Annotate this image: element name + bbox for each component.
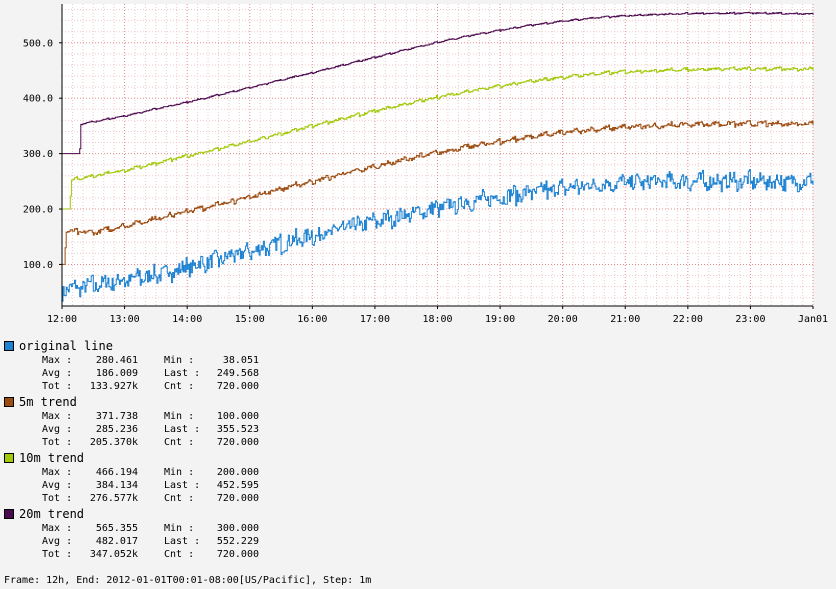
stat-tot: 205.370k [89,437,138,448]
stat-label-last: Last : [164,368,201,379]
stat-cnt: 720.000 [216,493,259,504]
y-tick-label: 200.0 [23,205,53,216]
x-tick-label: 20:00 [548,314,578,325]
stat-max: 280.461 [95,355,138,366]
stat-label-tot: Tot : [42,437,73,448]
y-tick-label: 300.0 [23,149,53,160]
x-tick-label: 13:00 [110,314,140,325]
stat-last: 452.595 [216,480,259,491]
stat-last: 552.229 [216,536,259,547]
stat-label-cnt: Cnt : [164,437,195,448]
stat-label-min: Min : [164,355,195,366]
x-axis-ticks: 12:00 13:00 14:00 15:00 16:00 17:00 18:00 19:00… [47,306,828,325]
legend-series-name: 5m trend [19,395,77,409]
stat-label-last: Last : [164,536,201,547]
legend-series-20m-trend: 20m trend Max : 565.355 Min : 300.000 Av… [0,506,836,562]
x-tick-label: 12:00 [47,314,77,325]
legend-series-original-line: original line Max : 280.461 Min : 38.051… [0,338,836,394]
legend-swatch-5m-trend [4,397,14,407]
stat-cnt: 720.000 [216,437,259,448]
series-line-10m-trend [62,66,814,210]
x-tick-label: 16:00 [297,314,327,325]
x-tick-label: 14:00 [172,314,202,325]
stat-label-max: Max : [42,467,73,478]
x-tick-label: 19:00 [485,314,515,325]
stat-label-cnt: Cnt : [164,549,195,560]
y-tick-label: 100.0 [23,260,53,271]
x-tick-label: Jan01 [798,314,828,325]
stat-label-avg: Avg : [42,536,73,547]
line-chart: 12:00 13:00 14:00 15:00 16:00 17:00 18:00 19:00… [23,4,828,325]
stat-last: 249.568 [216,368,259,379]
stat-tot: 133.927k [89,381,138,392]
legend-series-10m-trend: 10m trend Max : 466.194 Min : 200.000 Av… [0,450,836,506]
legend-swatch-20m-trend [4,509,14,519]
stat-label-tot: Tot : [42,549,73,560]
frame-info: Frame: 12h, End: 2012-01-01T00:01-08:00[… [4,575,372,586]
stat-label-avg: Avg : [42,424,73,435]
series-line-original-line [62,169,814,302]
y-tick-label: 500.0 [23,38,53,49]
x-tick-label: 21:00 [610,314,640,325]
stat-label-min: Min : [164,523,195,534]
x-tick-label: 15:00 [235,314,265,325]
stat-label-last: Last : [164,424,201,435]
stat-avg: 384.134 [95,480,138,491]
stat-max: 466.194 [95,467,138,478]
stat-max: 565.355 [95,523,138,534]
legend: original line Max : 280.461 Min : 38.051… [0,338,836,562]
stat-tot: 347.052k [89,549,138,560]
legend-series-5m-trend: 5m trend Max : 371.738 Min : 100.000 Avg… [0,394,836,450]
stat-label-last: Last : [164,480,201,491]
stat-label-tot: Tot : [42,493,73,504]
stat-max: 371.738 [95,411,138,422]
stat-avg: 285.236 [95,424,138,435]
series-line-5m-trend [62,120,814,265]
series-lines [62,11,814,302]
legend-series-name: original line [19,339,113,353]
stat-label-max: Max : [42,523,73,534]
stat-avg: 482.017 [95,536,138,547]
y-axis-ticks: 100.0 200.0 300.0 400.0 500.0 [23,38,62,271]
x-tick-label: 17:00 [360,314,390,325]
stat-label-min: Min : [164,467,195,478]
stat-min: 200.000 [216,467,259,478]
series-line-20m-trend [62,11,814,155]
stat-cnt: 720.000 [216,381,259,392]
stat-label-min: Min : [164,411,195,422]
stat-label-avg: Avg : [42,480,73,491]
stat-label-max: Max : [42,355,73,366]
stat-label-max: Max : [42,411,73,422]
stat-tot: 276.577k [89,493,138,504]
x-tick-label: 23:00 [735,314,765,325]
legend-head: 5m trend [4,395,77,409]
stat-label-tot: Tot : [42,381,73,392]
stat-cnt: 720.000 [216,549,259,560]
stat-min: 38.051 [222,355,259,366]
stat-label-cnt: Cnt : [164,381,195,392]
stat-last: 355.523 [216,424,259,435]
stat-label-avg: Avg : [42,368,73,379]
legend-head: original line [4,339,113,353]
stat-min: 100.000 [216,411,259,422]
stat-label-cnt: Cnt : [164,493,195,504]
stat-min: 300.000 [216,523,259,534]
legend-head: 20m trend [4,507,84,521]
x-tick-label: 18:00 [422,314,452,325]
legend-swatch-10m-trend [4,453,14,463]
y-tick-label: 400.0 [23,94,53,105]
stat-avg: 186.009 [95,368,138,379]
legend-head: 10m trend [4,451,84,465]
x-tick-label: 22:00 [673,314,703,325]
legend-series-name: 20m trend [19,507,85,521]
legend-swatch-original-line [4,341,14,351]
legend-series-name: 10m trend [19,451,85,465]
